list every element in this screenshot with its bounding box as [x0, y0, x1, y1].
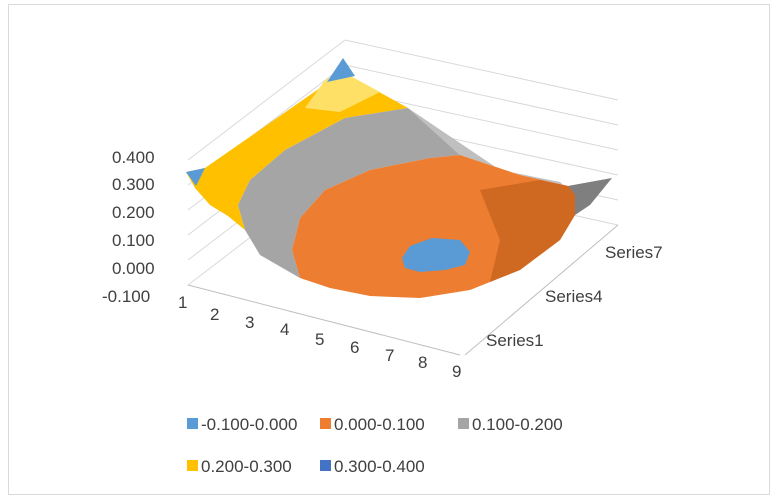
surface-band-0.3-0.4-left: [186, 168, 205, 186]
x-tick-label: 9: [452, 362, 461, 381]
legend-item: -0.100-0.000: [187, 415, 297, 434]
legend-label: 0.300-0.400: [334, 457, 425, 476]
legend-swatch: [187, 460, 198, 471]
z-tick-label: 0.300: [112, 175, 155, 194]
z-tick-label: 0.200: [112, 203, 155, 222]
legend-item: 0.200-0.300: [187, 457, 292, 476]
depth-tick-label: Series1: [486, 331, 544, 350]
surface-plot: [186, 58, 612, 298]
surface-band-0.3-0.4-top: [327, 58, 355, 82]
x-tick-label: 6: [350, 338, 359, 357]
z-axis-labels: 0.400 0.300 0.200 0.100 0.000 -0.100: [102, 148, 155, 306]
x-axis: [187, 284, 461, 356]
z-tick-label: 0.100: [112, 231, 155, 250]
surface-band-0.2-0.3-highlight: [305, 72, 380, 112]
z-tick-label: -0.100: [102, 287, 150, 306]
depth-axis-labels: Series7 Series4 Series1: [486, 243, 663, 350]
x-tick-label: 4: [280, 320, 289, 339]
legend: -0.100-0.000 0.000-0.100 0.100-0.200 0.2…: [187, 415, 563, 476]
legend-label: 0.000-0.100: [334, 415, 425, 434]
depth-axis: [464, 224, 619, 356]
surface-band-0.2-0.3: [186, 72, 408, 230]
legend-label: 0.100-0.200: [472, 415, 563, 434]
legend-swatch: [458, 418, 469, 429]
legend-item: 0.100-0.200: [458, 415, 563, 434]
surface-band-0.1-0.2-right: [568, 178, 612, 215]
depth-tick-label: Series4: [545, 287, 603, 306]
surface-band-0.1-0.2: [238, 108, 460, 278]
x-tick-label: 5: [315, 330, 324, 349]
legend-label: 0.200-0.300: [201, 457, 292, 476]
surface-band-0.0-0.1-shade: [480, 180, 575, 282]
x-tick-label: 7: [385, 346, 394, 365]
x-axis-labels: 1 2 3 4 5 6 7 8 9: [178, 293, 461, 381]
x-tick-label: 2: [210, 305, 219, 324]
x-tick-label: 1: [178, 293, 187, 312]
legend-item: 0.300-0.400: [320, 457, 425, 476]
x-tick-label: 3: [245, 313, 254, 332]
legend-item: 0.000-0.100: [320, 415, 425, 434]
x-tick-label: 8: [418, 353, 427, 372]
depth-tick-label: Series7: [605, 243, 663, 262]
surface-band-neg0.1-0.0: [402, 238, 470, 272]
legend-swatch: [320, 460, 331, 471]
z-tick-label: 0.000: [112, 259, 155, 278]
legend-swatch: [187, 418, 198, 429]
legend-label: -0.100-0.000: [201, 415, 297, 434]
z-tick-label: 0.400: [112, 148, 155, 167]
legend-swatch: [320, 418, 331, 429]
